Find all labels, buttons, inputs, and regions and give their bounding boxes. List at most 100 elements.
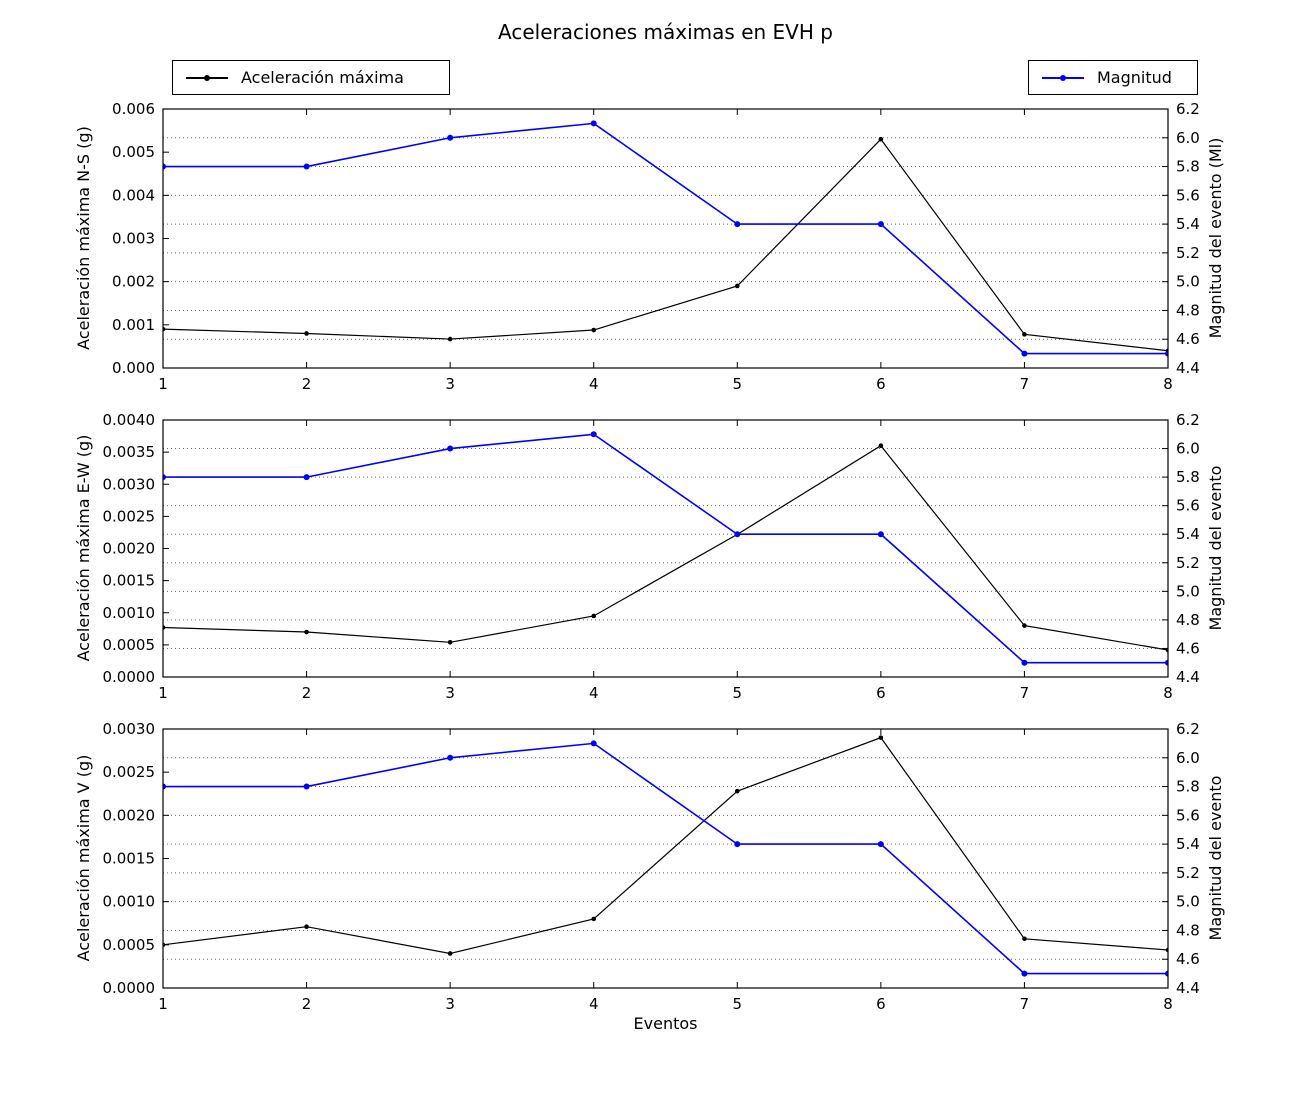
data-point-marker bbox=[877, 531, 884, 538]
x-tick-label: 4 bbox=[589, 684, 599, 702]
y-tick-label-right: 4.8 bbox=[1176, 921, 1200, 939]
legend-acceleration: Aceleración máxima bbox=[172, 60, 450, 95]
series-acceleration bbox=[163, 443, 1168, 653]
y-tick-label-left: 0.0040 bbox=[103, 411, 156, 429]
y-tick-label-left: 0.0030 bbox=[103, 720, 156, 738]
axes-frame bbox=[162, 419, 1169, 678]
x-tick-label: 1 bbox=[158, 995, 168, 1013]
x-tick-label: 4 bbox=[589, 995, 599, 1013]
x-tick-label: 8 bbox=[1163, 684, 1173, 702]
x-tick-label: 3 bbox=[445, 375, 455, 393]
data-point-marker bbox=[1165, 659, 1168, 666]
data-point-marker bbox=[163, 474, 166, 481]
data-point-marker bbox=[447, 640, 453, 645]
y-tick-label-left: 0.006 bbox=[112, 100, 155, 118]
y-tick-label-right: 5.2 bbox=[1176, 864, 1200, 882]
data-point-marker bbox=[1022, 936, 1027, 942]
y-tick-label-left: 0.000 bbox=[112, 359, 155, 377]
x-tick-label: 3 bbox=[445, 684, 455, 702]
y-tick-label-right: 5.6 bbox=[1176, 806, 1200, 824]
y-tick-label-right: 4.8 bbox=[1176, 611, 1200, 629]
data-point-marker bbox=[447, 445, 454, 452]
data-point-marker bbox=[734, 221, 741, 228]
legend-marker-dot-icon bbox=[204, 74, 210, 81]
subplot-0: 1 2 3 4 5 6 7 8 0.000 0.001 0.002 0.003 0.004 0.005 0.… bbox=[112, 100, 1200, 393]
data-point-marker bbox=[1021, 970, 1028, 977]
y-tick-label-right: 4.6 bbox=[1176, 330, 1200, 348]
y-tick-label-left: 0.0005 bbox=[103, 636, 156, 654]
y-tick-label-left: 0.002 bbox=[112, 273, 155, 291]
x-tick-label: 6 bbox=[876, 995, 886, 1013]
data-point-marker bbox=[734, 841, 741, 848]
y-tick-label-right: 5.6 bbox=[1176, 186, 1200, 204]
legend-line-sample-magnitude-icon bbox=[1042, 74, 1084, 81]
y-tick-label-right: 6.0 bbox=[1176, 749, 1200, 767]
y-tick-label-right: 5.4 bbox=[1176, 525, 1200, 543]
series-magnitude-line bbox=[163, 122, 1168, 355]
x-axis-label: Eventos bbox=[633, 1014, 698, 1033]
x-tick-label: 8 bbox=[1163, 375, 1173, 393]
x-tick-label: 5 bbox=[733, 375, 743, 393]
y-tick-label-right: 5.4 bbox=[1176, 215, 1200, 233]
y-tick-label-right: 5.2 bbox=[1176, 554, 1200, 572]
data-point-marker bbox=[303, 783, 310, 790]
y-tick-label-left: 0.0010 bbox=[103, 604, 156, 622]
x-tick-label: 4 bbox=[589, 375, 599, 393]
data-point-marker bbox=[591, 327, 597, 333]
data-point-marker bbox=[447, 134, 454, 141]
series-acceleration-line bbox=[163, 138, 1168, 352]
x-tick-label: 2 bbox=[302, 684, 312, 702]
data-point-marker bbox=[1021, 350, 1028, 357]
y-tick-label-left: 0.0030 bbox=[103, 475, 156, 493]
data-point-marker bbox=[304, 924, 309, 930]
y-tick-label-left: 0.0015 bbox=[103, 850, 156, 868]
legend-marker-dot-icon bbox=[1060, 74, 1066, 81]
x-tick-label: 1 bbox=[158, 375, 168, 393]
y-tick-label-left: 0.0025 bbox=[103, 763, 156, 781]
data-point-marker bbox=[447, 336, 453, 342]
data-point-marker bbox=[1021, 659, 1028, 666]
data-point-marker bbox=[590, 740, 597, 747]
legend-magnitude: Magnitud bbox=[1028, 60, 1198, 95]
y-tick-label-right: 4.4 bbox=[1176, 979, 1200, 997]
y-tick-label-right: 5.8 bbox=[1176, 468, 1200, 486]
data-point-marker bbox=[304, 629, 309, 635]
y-tick-label-right: 5.6 bbox=[1176, 497, 1200, 515]
data-point-marker bbox=[877, 841, 884, 848]
x-tick-label: 1 bbox=[158, 684, 168, 702]
data-point-marker bbox=[1022, 623, 1027, 628]
data-point-marker bbox=[1165, 350, 1168, 357]
data-point-marker bbox=[304, 331, 309, 336]
y-tick-label-left: 0.0010 bbox=[103, 893, 156, 911]
y-tick-label-right: 5.8 bbox=[1176, 778, 1200, 796]
series-acceleration-line bbox=[163, 736, 1168, 955]
data-point-marker bbox=[447, 951, 453, 956]
data-point-marker bbox=[734, 531, 741, 538]
legend-line-sample-acceleration-icon bbox=[186, 74, 228, 81]
y-tick-label-right: 5.2 bbox=[1176, 244, 1200, 262]
y-tick-label-left: 0.0000 bbox=[103, 979, 156, 997]
data-point-marker bbox=[163, 783, 166, 790]
data-point-marker bbox=[878, 443, 884, 449]
y-tick-label-right: 4.8 bbox=[1176, 301, 1200, 319]
series-acceleration bbox=[163, 735, 1168, 956]
y-tick-label-left: 0.0005 bbox=[103, 936, 156, 954]
x-tick-label: 7 bbox=[1020, 684, 1030, 702]
series-acceleration bbox=[163, 136, 1168, 354]
subplot-2: 1 2 3 4 5 6 7 8 0.0000 0.0005 0.0010 0.0015 0.0020 0.… bbox=[103, 720, 1200, 1013]
data-point-marker bbox=[303, 163, 310, 170]
data-point-marker bbox=[591, 613, 597, 619]
y-tick-label-right: 6.2 bbox=[1176, 411, 1200, 429]
y-tick-label-left: 0.001 bbox=[112, 316, 155, 334]
data-point-marker bbox=[591, 916, 597, 922]
data-point-marker bbox=[1165, 970, 1168, 977]
y-tick-label-left: 0.0035 bbox=[103, 443, 156, 461]
y-tick-label-left: 0.0000 bbox=[103, 668, 156, 686]
y-tick-label-left: 0.003 bbox=[112, 230, 155, 248]
y-tick-label-right: 4.6 bbox=[1176, 639, 1200, 657]
x-tick-label: 7 bbox=[1020, 375, 1030, 393]
y-tick-label-right: 5.0 bbox=[1176, 273, 1200, 291]
data-point-marker bbox=[734, 283, 740, 289]
series-magnitude-line bbox=[163, 433, 1168, 664]
